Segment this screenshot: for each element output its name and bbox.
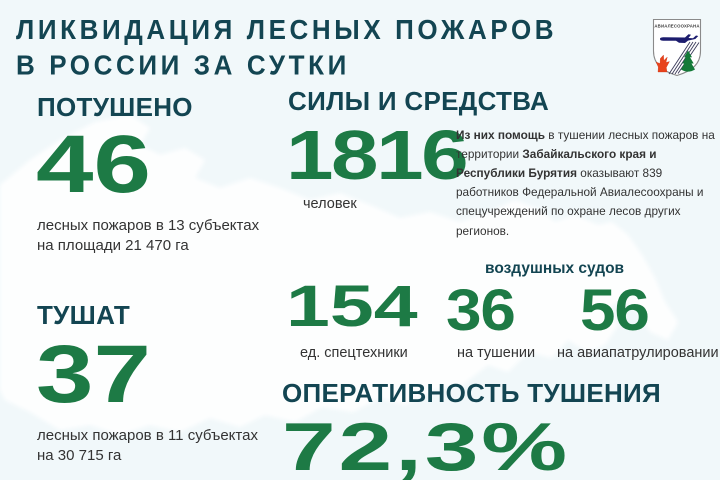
svg-text:АВИАЛЕСООХРАНА: АВИАЛЕСООХРАНА bbox=[654, 23, 699, 28]
